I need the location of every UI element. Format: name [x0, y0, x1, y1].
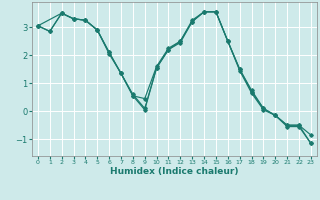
X-axis label: Humidex (Indice chaleur): Humidex (Indice chaleur) — [110, 167, 239, 176]
